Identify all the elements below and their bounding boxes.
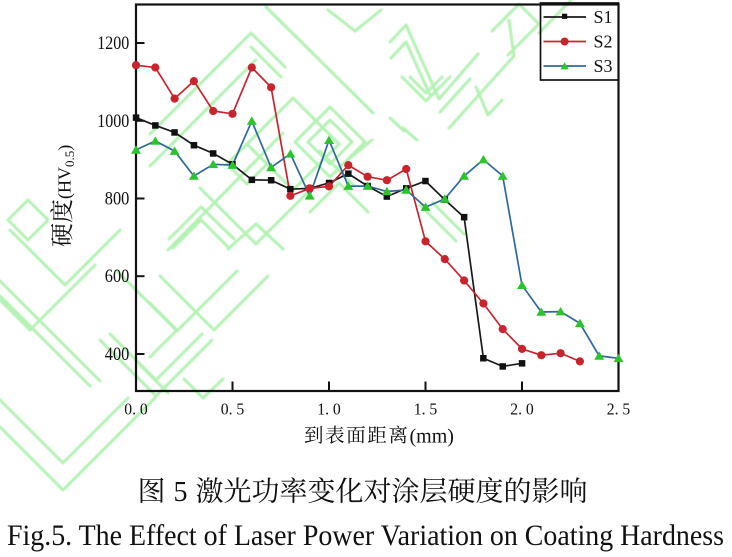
svg-text:5: 5: [174, 477, 188, 508]
svg-text:(mm): (mm): [410, 426, 454, 448]
svg-text:0. 5: 0. 5: [221, 399, 245, 418]
svg-text:1200: 1200: [97, 34, 129, 54]
svg-text:0. 0: 0. 0: [124, 399, 148, 418]
svg-text:S3: S3: [594, 56, 613, 76]
svg-text:800: 800: [105, 190, 130, 210]
svg-text:1000: 1000: [97, 112, 129, 132]
svg-text:1. 0: 1. 0: [317, 399, 341, 418]
svg-text:600: 600: [105, 267, 130, 287]
svg-text:400: 400: [105, 345, 130, 365]
svg-text:2. 5: 2. 5: [607, 399, 631, 418]
svg-text:2. 0: 2. 0: [510, 399, 534, 418]
svg-text:S2: S2: [594, 32, 613, 52]
svg-text:S1: S1: [594, 7, 613, 27]
svg-text:Fig.5. The Effect of Laser Pow: Fig.5. The Effect of Laser Power Variati…: [7, 519, 724, 552]
svg-text:1. 5: 1. 5: [414, 399, 438, 418]
